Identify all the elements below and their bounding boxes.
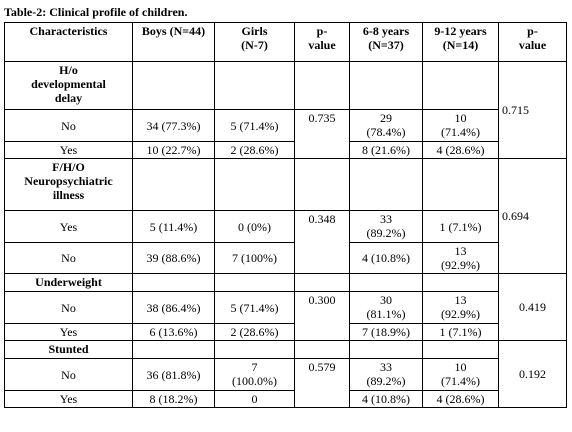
header-girls: Girls (N-7) <box>214 22 295 62</box>
header-p-value-gender: p-value <box>294 22 350 62</box>
section-label-underweight: Underweight <box>4 273 133 292</box>
section-row-underweight: Underweight 0.419 <box>4 273 567 341</box>
header-boys: Boys (N=44) <box>132 22 215 62</box>
p-value-age-stunted: 0.192 <box>498 340 567 408</box>
section-label-stunted: Stunted <box>4 340 133 359</box>
header-row: Characteristics Boys (N=44) Girls (N-7) p… <box>4 22 567 62</box>
section-label-neuro: F/H/O Neuropsychiatric illness <box>4 158 133 211</box>
p-value-age-underweight: 0.419 <box>498 273 567 341</box>
p-value-age-neuro: 0.694 <box>498 158 567 274</box>
header-age-9-12: 9-12 years (N=14) <box>422 22 499 62</box>
table-caption: Table-2: Clinical profile of children. <box>4 5 188 19</box>
p-value-gender-stunted: 0.579 <box>294 358 350 408</box>
section-row-neuro: F/H/O Neuropsychiatric illness 0.694 <box>4 158 567 274</box>
section-row-stunted: Stunted 0.192 <box>4 340 567 408</box>
table-row: No 39 (88.6%) 7 (100%) 4 (10.8%) 13 (92.9… <box>4 242 567 274</box>
p-value-age-developmental: 0.715 <box>498 61 567 159</box>
p-value-gender-neuro: 0.348 <box>294 210 350 274</box>
table-row: Yes 8 (18.2%) 0 4 (10.8%) 4 (28.6%) <box>4 390 567 408</box>
table-row: Yes 5 (11.4%) 0 (0%) 0.348 33 (89.2%) 1 (… <box>4 210 567 274</box>
header-p-value-age: p-value <box>498 22 567 62</box>
p-value-gender-developmental: 0.735 <box>294 109 350 159</box>
table-row: Yes 10 (22.7%) 2 (28.6%) 8 (21.6%) 4 (28… <box>4 141 567 159</box>
table-row: No 38 (86.4%) 5 (71.4%) 0.300 30 (81.1%) … <box>4 291 567 341</box>
section-row-developmental: H/o developmental delay 0.715 <box>4 61 567 159</box>
section-label-developmental: H/o developmental delay <box>4 61 133 110</box>
table-row: No 36 (81.8%) 7 (100.0%) 0.579 33 (89.2%) … <box>4 358 567 408</box>
table-row: No 34 (77.3%) 5 (71.4%) 0.735 29 (78.4%) … <box>4 109 567 159</box>
header-age-6-8: 6-8 years (N=37) <box>349 22 423 62</box>
header-characteristics: Characteristics <box>4 22 133 62</box>
clinical-profile-table: Characteristics Boys (N=44) Girls (N-7) p… <box>4 22 567 408</box>
table-row: Yes 6 (13.6%) 2 (28.6%) 7 (18.9%) 1 (7.1… <box>4 323 567 341</box>
p-value-gender-underweight: 0.300 <box>294 291 350 341</box>
